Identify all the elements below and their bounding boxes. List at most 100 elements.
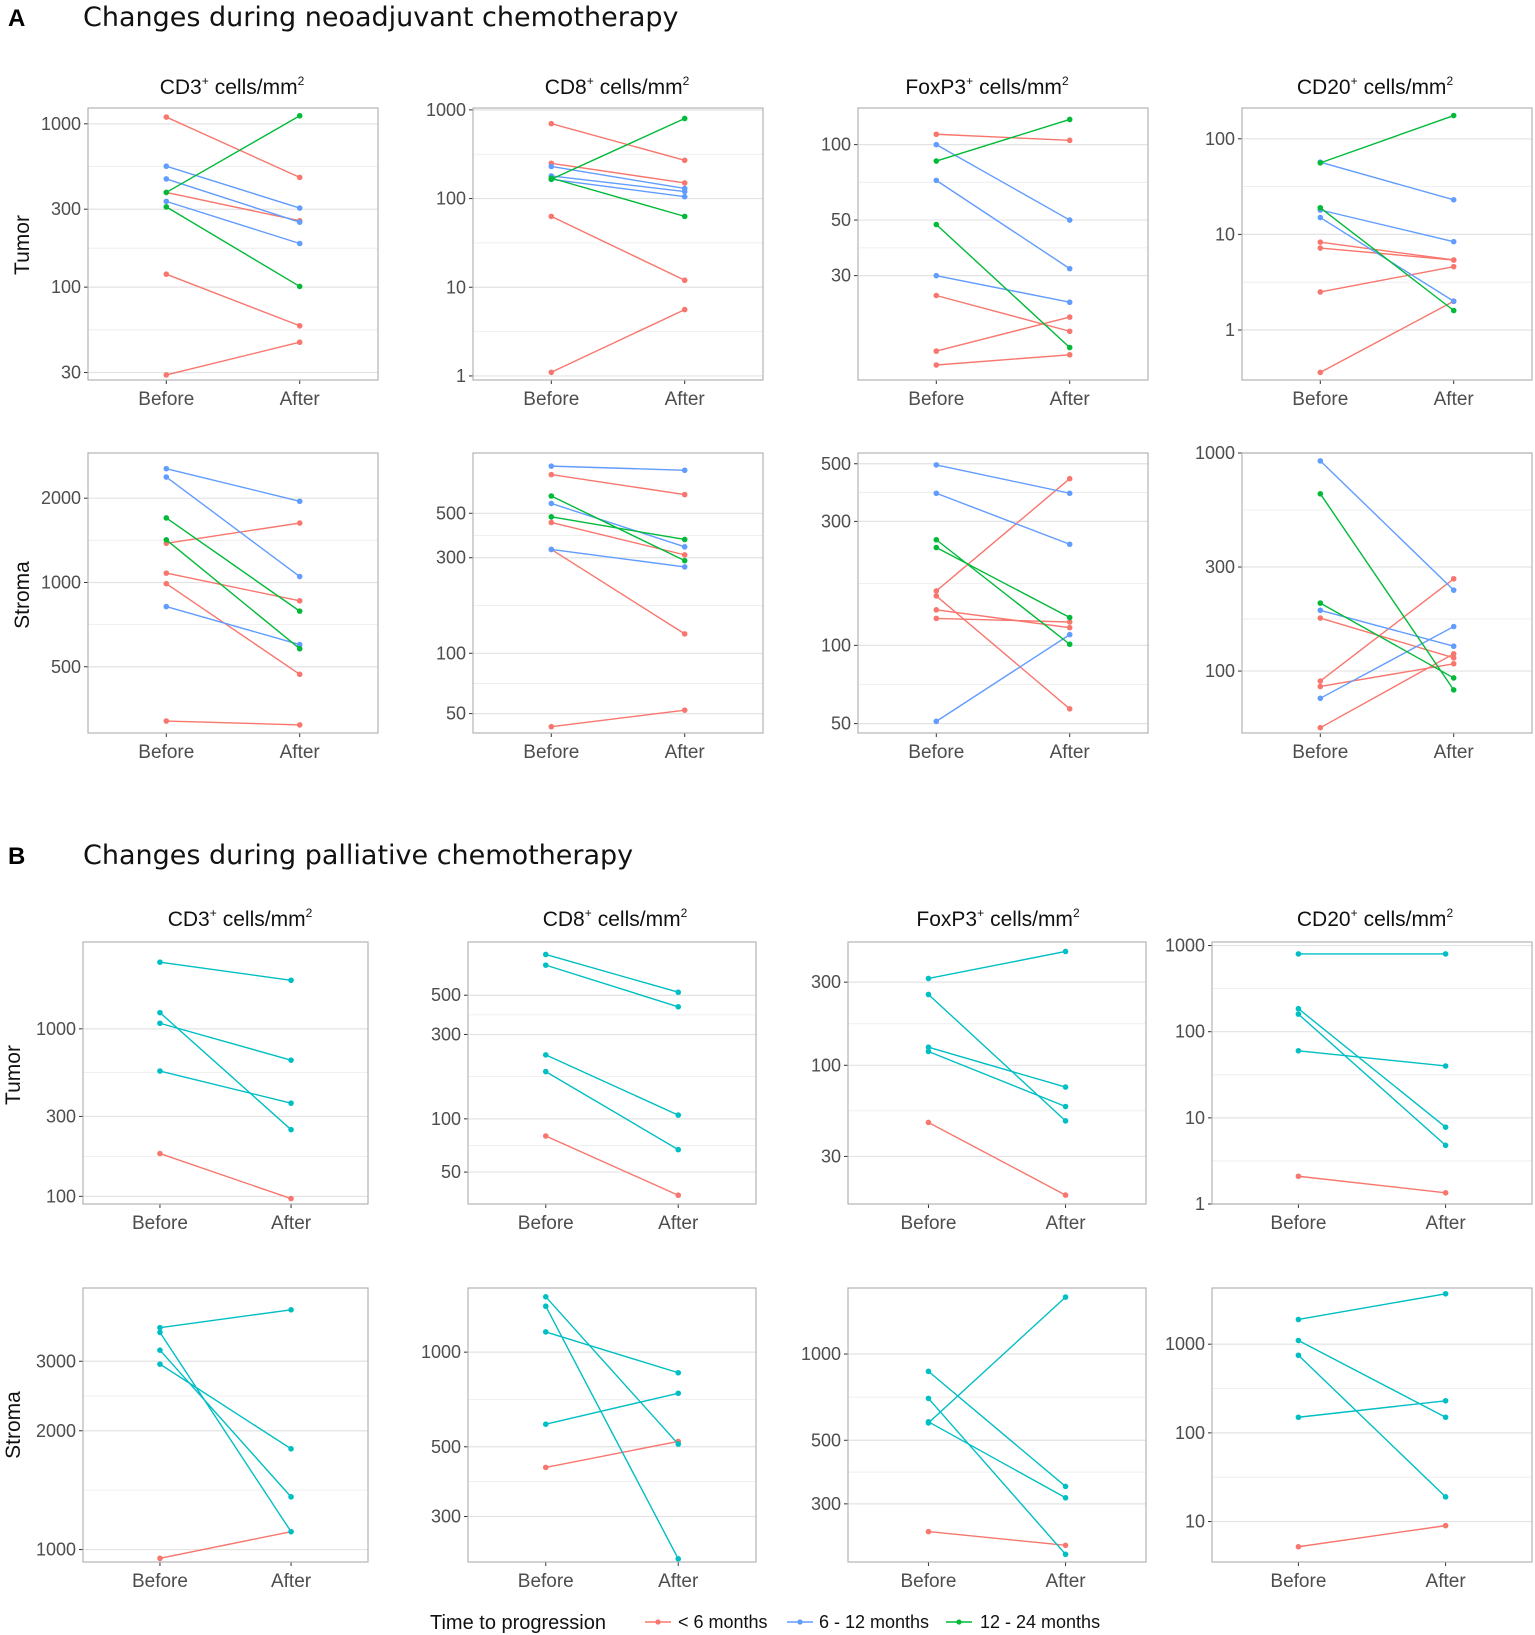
point-after bbox=[1066, 706, 1073, 712]
series-lt6-2 bbox=[933, 314, 1073, 354]
y-tick-label: 50 bbox=[831, 210, 851, 230]
section-b-title: Changes during palliative chemotherapy bbox=[83, 840, 633, 871]
point-after bbox=[296, 240, 303, 247]
panel-border bbox=[1241, 107, 1533, 381]
point-before bbox=[1317, 678, 1324, 684]
point-after bbox=[681, 631, 688, 637]
panel-border bbox=[857, 107, 1149, 381]
series-lt6-0 bbox=[1295, 1173, 1449, 1196]
point-before bbox=[163, 189, 170, 196]
point-after bbox=[675, 1556, 682, 1562]
point-before bbox=[548, 463, 555, 469]
series-line bbox=[936, 617, 1070, 623]
series-line bbox=[550, 215, 686, 281]
point-before bbox=[548, 175, 555, 181]
point-before bbox=[542, 1294, 549, 1300]
point-after bbox=[681, 188, 688, 195]
point-before bbox=[933, 221, 940, 228]
point-before bbox=[1295, 1352, 1302, 1359]
y-tick-label: 300 bbox=[821, 511, 851, 531]
y-tick-label: 10 bbox=[1215, 224, 1235, 244]
series-lt6-0 bbox=[163, 520, 303, 547]
series-palliative-1 bbox=[157, 1307, 294, 1331]
panel-background bbox=[468, 942, 756, 1204]
series-m12_24-8 bbox=[1317, 600, 1457, 681]
series-line bbox=[545, 1392, 679, 1425]
y-tick-label: 1000 bbox=[1195, 443, 1235, 463]
x-tick-label: Before bbox=[523, 389, 579, 410]
point-after bbox=[296, 573, 303, 580]
point-after bbox=[1442, 1522, 1449, 1529]
x-tick-label: After bbox=[665, 742, 706, 763]
legend-label-6-12: 6 - 12 months bbox=[819, 1612, 929, 1632]
series-palliative-3 bbox=[925, 1395, 1069, 1558]
point-after bbox=[681, 277, 688, 284]
x-tick-label: After bbox=[1045, 1213, 1086, 1234]
series-lt6-0 bbox=[548, 471, 688, 498]
point-after bbox=[1442, 1124, 1449, 1130]
series-line bbox=[1320, 209, 1454, 243]
panel-b-stroma-cd3: 1000 2000 3000 Before After bbox=[36, 1287, 369, 1592]
series-line bbox=[935, 144, 1071, 221]
series-m6_12-6 bbox=[933, 631, 1073, 725]
point-after bbox=[1450, 660, 1457, 667]
panel-background bbox=[1242, 108, 1532, 380]
point-before bbox=[1295, 1048, 1302, 1054]
y-tick-label: 3000 bbox=[36, 1351, 76, 1371]
series-line bbox=[1298, 1050, 1446, 1067]
panel-border bbox=[87, 107, 379, 381]
series-line bbox=[928, 1046, 1066, 1088]
series-palliative-3 bbox=[925, 1044, 1069, 1090]
point-after bbox=[296, 722, 303, 728]
series-palliative-2 bbox=[157, 1009, 294, 1133]
series-lt6-0 bbox=[925, 1528, 1069, 1549]
series-lt6-3 bbox=[548, 306, 688, 376]
point-before bbox=[548, 213, 555, 220]
series-line bbox=[551, 465, 685, 471]
point-before bbox=[163, 537, 170, 543]
y-tick-label: 30 bbox=[831, 266, 851, 286]
y-tick-label: 300 bbox=[811, 972, 841, 992]
series-palliative-3 bbox=[157, 1020, 294, 1063]
series-palliative-3 bbox=[1295, 1352, 1449, 1500]
series-line bbox=[1319, 207, 1455, 312]
series-line bbox=[165, 583, 301, 675]
point-after bbox=[681, 544, 688, 550]
series-lt6-1 bbox=[933, 292, 1073, 335]
point-after bbox=[288, 1126, 294, 1133]
series-palliative-2 bbox=[925, 1368, 1069, 1490]
series-m6_12-5 bbox=[548, 500, 688, 550]
section-a-title: Changes during neoadjuvant chemotherapy bbox=[83, 2, 679, 33]
series-line bbox=[1319, 493, 1455, 691]
y-tick-label: 300 bbox=[1205, 557, 1235, 577]
series-line bbox=[1320, 114, 1454, 164]
series-palliative-4 bbox=[1295, 1397, 1449, 1421]
panel-border bbox=[467, 941, 757, 1205]
y-tick-label: 1000 bbox=[36, 1540, 76, 1560]
point-after bbox=[675, 1146, 682, 1153]
point-after bbox=[1442, 951, 1449, 957]
x-tick-label: Before bbox=[518, 1571, 574, 1592]
series-line bbox=[159, 1363, 292, 1450]
x-tick-label: After bbox=[280, 742, 321, 763]
series-m6_12-4 bbox=[548, 463, 688, 474]
series-palliative-2 bbox=[157, 1329, 294, 1535]
series-m6_12-6 bbox=[933, 272, 1073, 306]
series-m6_12-5 bbox=[163, 474, 303, 580]
series-line bbox=[1319, 300, 1455, 374]
series-line bbox=[928, 1421, 1066, 1499]
point-before bbox=[933, 544, 940, 551]
series-line bbox=[1297, 1008, 1447, 1128]
series-palliative-4 bbox=[1295, 1048, 1449, 1069]
panel-a-stroma-foxp3: 50 100 300 500 Before After bbox=[821, 452, 1149, 763]
panel-b-tumor-cd20: 1 10 100 1000 Before After bbox=[1165, 936, 1533, 1234]
point-after bbox=[1062, 948, 1069, 955]
point-after bbox=[1062, 1084, 1069, 1090]
series-lt6-0 bbox=[157, 1150, 294, 1202]
point-before bbox=[157, 1068, 163, 1074]
point-before bbox=[163, 198, 170, 205]
series-line bbox=[165, 539, 301, 650]
series-palliative-4 bbox=[925, 1048, 1069, 1110]
point-after bbox=[1066, 299, 1073, 306]
point-after bbox=[681, 564, 688, 570]
